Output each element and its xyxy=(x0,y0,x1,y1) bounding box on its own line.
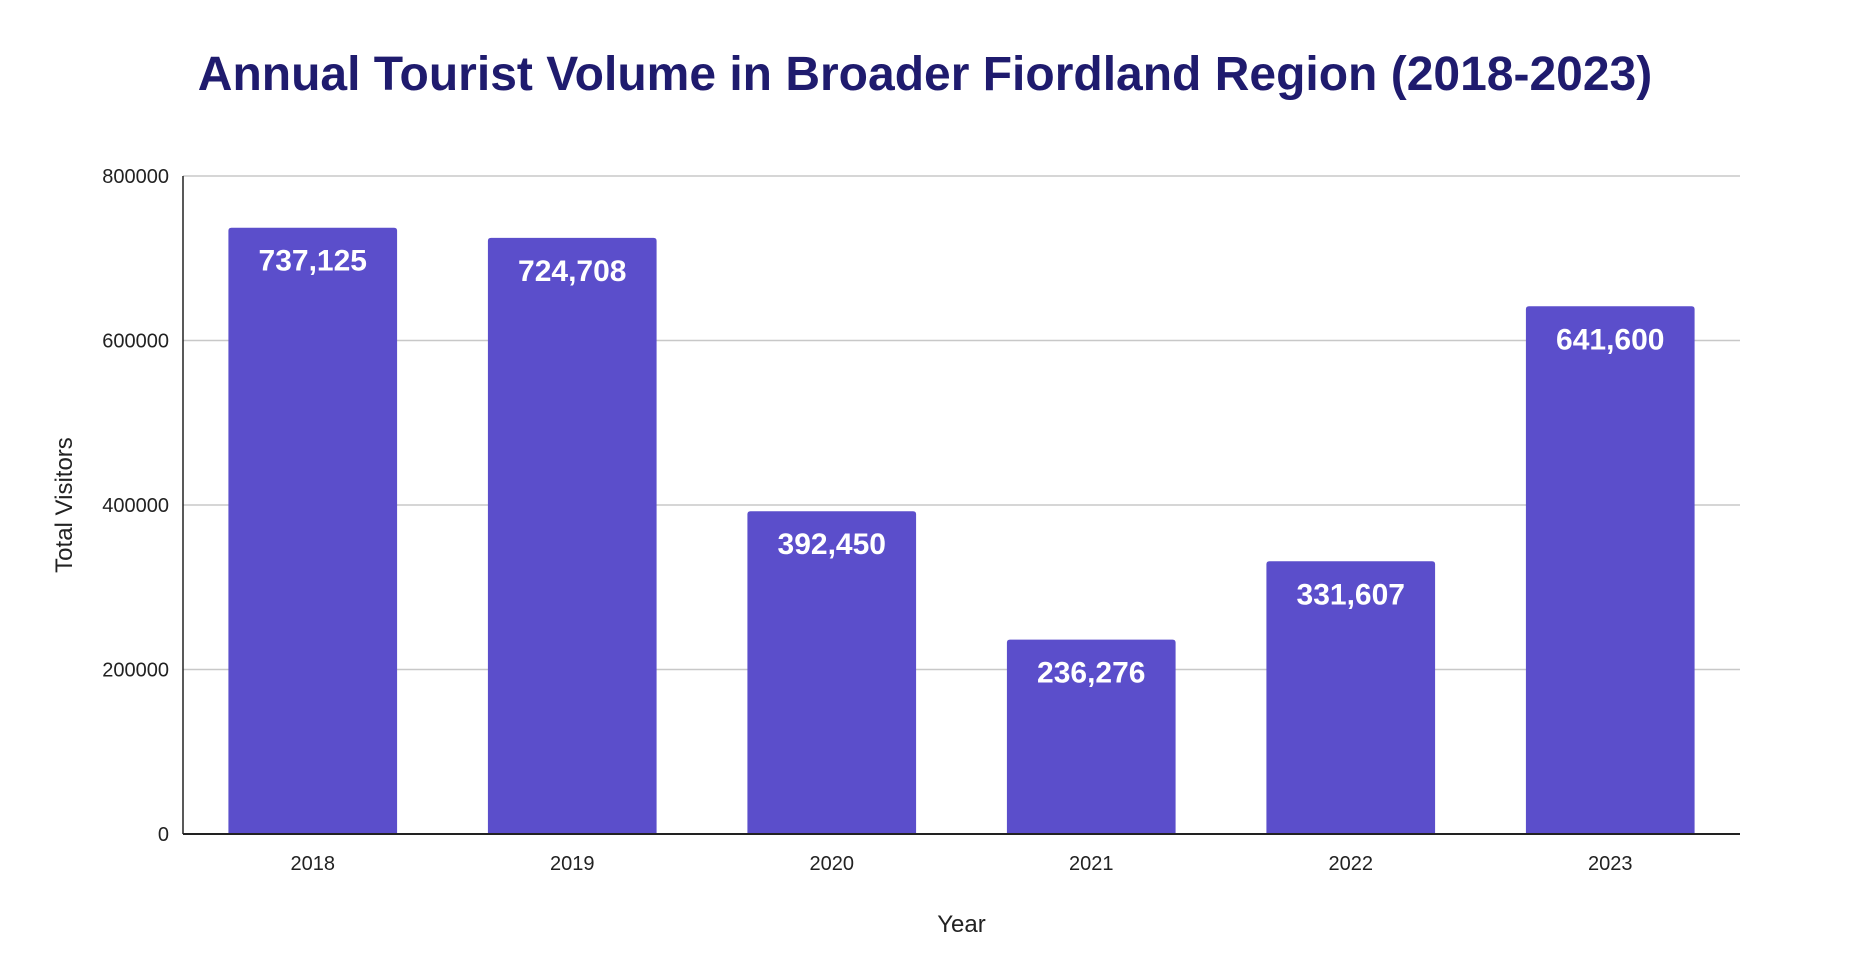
y-tick-label: 600000 xyxy=(102,331,169,353)
bar-2018 xyxy=(228,227,398,834)
data-label-2023: 641,600 xyxy=(1556,323,1664,356)
data-label-2021: 236,276 xyxy=(1037,657,1145,690)
gridlines xyxy=(183,175,1740,671)
x-axis-title: Year xyxy=(937,911,986,938)
data-label-2020: 392,450 xyxy=(778,528,886,561)
data-labels: 737,125 724,708 392,450 236,276 331,607 641,6… xyxy=(259,245,1665,690)
x-tick-label: 2023 xyxy=(1588,853,1633,875)
bar-2021 xyxy=(1006,639,1176,834)
x-tick-label: 2019 xyxy=(550,853,595,875)
x-tick-label: 2022 xyxy=(1329,853,1374,875)
x-tick-label: 2018 xyxy=(291,853,336,875)
y-tick-label: 800000 xyxy=(102,166,169,188)
bars xyxy=(228,227,1695,834)
data-label-2018: 737,125 xyxy=(259,245,367,278)
bar-2022 xyxy=(1266,561,1436,834)
x-tick-label: 2020 xyxy=(810,853,855,875)
x-tick-label: 2021 xyxy=(1069,853,1114,875)
data-label-2019: 724,708 xyxy=(518,255,626,288)
data-label-2022: 331,607 xyxy=(1297,578,1405,611)
bar-2019 xyxy=(487,237,657,834)
chart-title: Annual Tourist Volume in Broader Fiordla… xyxy=(198,48,1652,101)
y-tick-label: 400000 xyxy=(102,495,169,517)
x-axis-ticks: 2018 2019 2020 2021 2022 2023 xyxy=(291,853,1633,875)
y-axis-title: Total Visitors xyxy=(51,437,78,573)
y-tick-label: 0 xyxy=(158,824,169,846)
bar-2020 xyxy=(747,511,917,834)
bar-2023 xyxy=(1525,306,1695,834)
y-tick-label: 200000 xyxy=(102,660,169,682)
y-axis-ticks: 0 200000 400000 600000 800000 xyxy=(102,166,169,846)
